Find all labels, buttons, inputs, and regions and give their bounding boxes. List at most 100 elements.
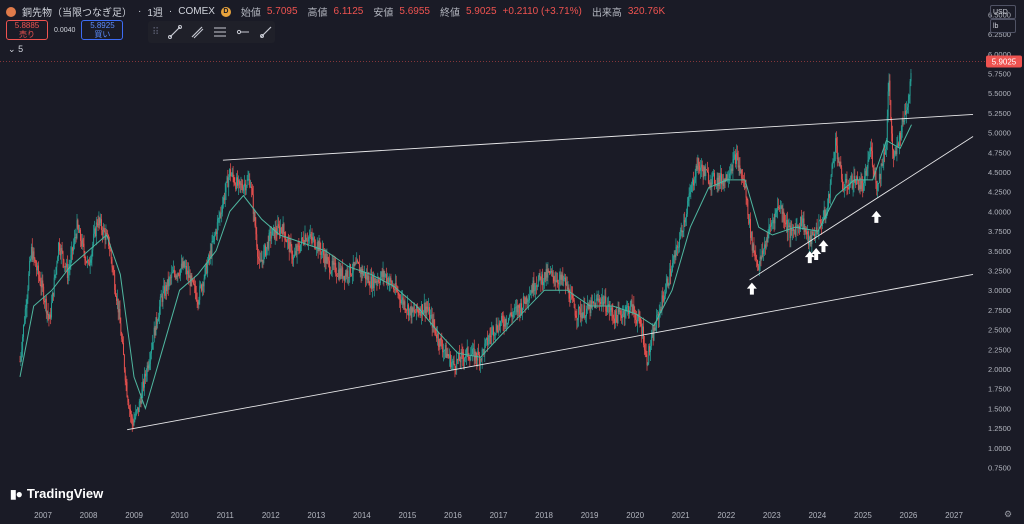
candle	[119, 300, 121, 324]
candle	[838, 156, 840, 167]
support-touch-arrow-4[interactable]	[818, 240, 829, 253]
candle	[259, 252, 261, 263]
rising-support-trendline[interactable]	[749, 136, 974, 281]
tradingview-logo[interactable]: ▮● TradingView	[10, 486, 103, 501]
candle	[684, 211, 686, 227]
x-tick-label: 2018	[535, 511, 553, 520]
x-tick-label: 2025	[854, 511, 872, 520]
candle	[244, 175, 245, 196]
candle	[37, 261, 39, 284]
candle	[226, 175, 228, 183]
candle	[425, 299, 427, 317]
candle	[500, 320, 502, 333]
candle	[402, 293, 404, 310]
candle	[541, 271, 543, 286]
candle	[859, 177, 861, 195]
candle	[179, 269, 181, 279]
candle	[106, 228, 108, 235]
candle	[137, 406, 138, 414]
candle	[76, 213, 78, 240]
candle	[497, 325, 499, 334]
candle	[300, 244, 302, 253]
candle	[211, 234, 213, 266]
trend-angle-tool-icon[interactable]	[188, 23, 207, 41]
candle	[146, 362, 148, 382]
y-tick-label: 4.7500	[988, 148, 1011, 157]
indicator-toggle[interactable]: ⌄ 5	[8, 44, 23, 55]
candle	[437, 331, 439, 351]
candle	[582, 311, 584, 319]
candle	[297, 241, 299, 251]
candle	[512, 308, 514, 322]
ray-tool-icon[interactable]	[256, 23, 275, 41]
candle	[386, 272, 388, 290]
candle	[194, 276, 195, 294]
candle	[739, 157, 741, 176]
horizontal-ray-tool-icon[interactable]	[234, 23, 253, 41]
support-touch-arrow-3[interactable]	[811, 247, 822, 260]
candle	[399, 293, 401, 308]
support-touch-arrow-1[interactable]	[746, 282, 757, 295]
candle	[57, 255, 59, 264]
candle	[21, 341, 23, 362]
candle	[138, 398, 140, 413]
candle	[887, 82, 889, 123]
fib-retracement-tool-icon[interactable]	[211, 23, 230, 41]
gear-icon[interactable]: ⚙	[1004, 509, 1013, 519]
candle	[116, 289, 118, 310]
candle	[308, 229, 310, 244]
candle	[556, 272, 558, 283]
drag-grip-icon[interactable]: ⠿	[151, 26, 160, 38]
channel-bottom-trendline[interactable]	[127, 273, 974, 431]
candle	[840, 156, 842, 169]
candle	[890, 99, 892, 122]
support-touch-arrow-2[interactable]	[804, 251, 815, 264]
x-tick-label: 2023	[763, 511, 781, 520]
candle	[408, 308, 410, 321]
candle	[103, 224, 105, 233]
candle	[404, 295, 406, 313]
candle	[379, 271, 381, 286]
candle	[475, 351, 477, 366]
candle	[636, 313, 638, 333]
candle	[450, 351, 452, 370]
candle	[86, 260, 88, 264]
candle	[622, 305, 624, 318]
interval-label[interactable]: 1週	[147, 8, 163, 19]
buy-button[interactable]: 5.8925 買い	[81, 20, 124, 40]
candle	[542, 268, 544, 291]
candle	[769, 224, 771, 234]
candle	[440, 335, 442, 347]
candle	[615, 306, 617, 323]
candle	[649, 343, 651, 356]
channel-top-trendline[interactable]	[222, 114, 974, 161]
trend-line-tool-icon[interactable]	[165, 23, 184, 41]
candle	[652, 325, 654, 346]
candle	[94, 220, 95, 238]
candle	[905, 102, 907, 116]
candle	[150, 351, 152, 371]
support-touch-arrow-5[interactable]	[871, 210, 882, 223]
candle	[743, 172, 745, 191]
candle	[881, 159, 883, 167]
candle	[168, 276, 170, 290]
sell-button[interactable]: 5.8885 売り	[6, 20, 48, 40]
candle	[193, 279, 195, 286]
candle	[365, 268, 367, 286]
buy-price: 5.8925	[90, 21, 115, 30]
candle	[387, 276, 389, 286]
candle	[686, 208, 687, 227]
candle	[38, 270, 40, 282]
candle	[246, 174, 248, 188]
candle	[540, 276, 542, 293]
candle	[707, 167, 709, 185]
candle	[358, 255, 360, 273]
symbol-name[interactable]: 銅先物（当限つなぎ足）	[22, 8, 132, 19]
candle	[753, 237, 755, 257]
currency-selector[interactable]: USD	[990, 5, 1016, 19]
candle	[806, 226, 808, 240]
candle	[107, 230, 109, 238]
candle	[201, 281, 203, 297]
unit-selector[interactable]: lb	[990, 19, 1016, 33]
